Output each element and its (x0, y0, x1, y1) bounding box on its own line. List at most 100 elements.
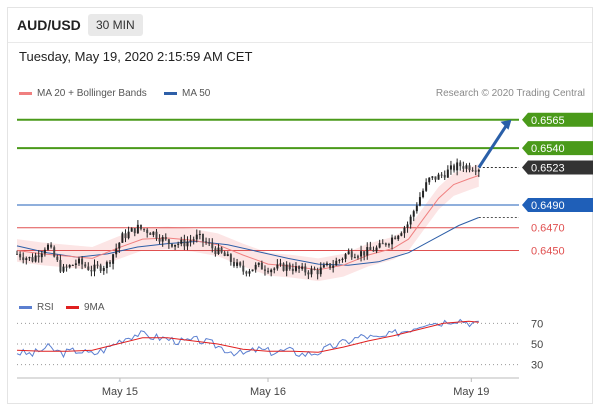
candle-body (22, 257, 25, 261)
timestamp: Tuesday, May 19, 2020 2:15:59 AM CET (19, 49, 253, 64)
candle-body (279, 263, 282, 265)
candle-body (363, 251, 366, 256)
candle-body (465, 165, 468, 169)
candle-body (428, 177, 431, 183)
ma20-swatch (19, 92, 32, 95)
candle-body (270, 269, 273, 273)
candle-body (313, 268, 316, 270)
price-chart: 0.6565 0.6540 0.6523 0.6490 0.6470 0.6450 70 50… (16, 112, 593, 398)
ma50-label: MA 50 (182, 88, 211, 99)
rsi-level-label-70: 70 (531, 318, 543, 330)
candle-body (468, 165, 471, 171)
candle-body (174, 244, 177, 247)
candle-body (31, 257, 34, 262)
candle-body (211, 243, 214, 249)
candle-body (201, 233, 204, 242)
candle-body (446, 169, 449, 178)
candle-body (208, 242, 211, 244)
candle-body (130, 228, 133, 232)
candle-body (471, 170, 474, 172)
candle-body (53, 247, 56, 257)
candle-body (251, 269, 254, 272)
candle-body (366, 247, 369, 256)
candle-body (456, 162, 459, 171)
candle-body (68, 264, 71, 268)
rsi-9ma-line (16, 320, 479, 353)
level-label-0.6490: 0.6490 (531, 200, 565, 212)
candle-body (19, 253, 22, 258)
candle-body (34, 255, 37, 262)
candle-body (353, 257, 356, 259)
candle-body (350, 251, 353, 258)
candle-body (81, 258, 84, 265)
candle-body (356, 256, 359, 258)
candle-body (136, 224, 139, 234)
candle-body (307, 272, 310, 275)
rsi-swatch (19, 306, 32, 309)
candle-body (146, 229, 149, 234)
candle-body (282, 263, 285, 271)
time-tick-label: May 19 (453, 386, 489, 398)
candle-body (316, 269, 319, 275)
candle-body (62, 266, 65, 272)
candle-body (310, 268, 313, 275)
candle-body (418, 197, 421, 206)
candle-body (425, 182, 428, 191)
candle-body (298, 266, 301, 269)
candle-body (360, 251, 363, 257)
candle-body (133, 228, 136, 234)
candle-body (232, 261, 235, 266)
candle-body (149, 233, 152, 235)
candle-body (16, 253, 18, 255)
candle-body (440, 174, 443, 176)
level-label-0.6470: 0.6470 (531, 223, 565, 235)
candle-body (56, 256, 59, 260)
candle-body (378, 243, 381, 248)
candle-body (325, 263, 328, 266)
projection-arrow-head (500, 119, 512, 130)
candle-body (301, 266, 304, 269)
candle-body (477, 169, 480, 172)
rsi-line (16, 318, 479, 359)
candle-body (139, 224, 142, 229)
candle-body (25, 258, 28, 261)
candle-body (285, 264, 288, 271)
candle-body (186, 241, 189, 247)
level-tag-0.6565 (522, 112, 593, 127)
candle-body (115, 248, 118, 255)
candle-body (177, 243, 180, 245)
candle-body (84, 264, 87, 267)
chart-card: AUD/USD 30 MIN Tuesday, May 19, 2020 2:1… (7, 7, 593, 404)
candle-body (403, 227, 406, 234)
candle-body (236, 262, 239, 266)
candle-body (96, 264, 99, 266)
ma9-label: 9MA (84, 302, 105, 313)
candle-body (273, 268, 276, 270)
candle-body (143, 228, 146, 230)
candle-body (335, 260, 338, 266)
candle-body (183, 239, 186, 247)
candle-body (226, 254, 229, 257)
timeframe-badge[interactable]: 30 MIN (88, 14, 143, 36)
level-tag-0.6490 (522, 198, 593, 212)
candle-body (369, 247, 372, 250)
candle-body (263, 269, 266, 271)
candle-body (28, 257, 31, 259)
candle-body (43, 249, 46, 254)
projection-arrow-shaft (477, 122, 509, 169)
candle-body (170, 243, 173, 247)
candle-body (158, 238, 161, 242)
candle-body (161, 236, 164, 242)
candle-body (167, 239, 170, 244)
level-label-0.6565: 0.6565 (531, 115, 565, 127)
bollinger-band (17, 164, 479, 282)
candle-body (375, 247, 378, 252)
candle-body (276, 264, 279, 269)
candle-body (459, 162, 462, 167)
rsi-level-label-30: 30 (531, 360, 543, 372)
candle-body (397, 235, 400, 240)
candle-body (37, 255, 40, 258)
candle-body (294, 266, 297, 271)
ma20-label: MA 20 + Bollinger Bands (37, 88, 147, 99)
ma50-swatch (164, 92, 177, 95)
